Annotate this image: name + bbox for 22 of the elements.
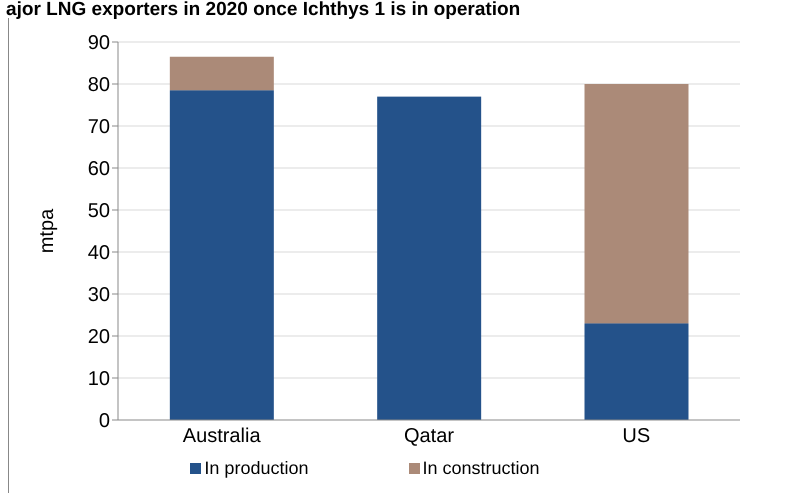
- y-tick-label: 50: [88, 200, 110, 222]
- x-tick-label: Australia: [182, 425, 262, 448]
- y-tick-label: 0: [98, 410, 110, 432]
- y-tick-label: 90: [88, 32, 110, 54]
- x-tick-label: Qatar: [404, 425, 454, 448]
- y-tick-label: 80: [88, 74, 110, 96]
- y-tick-label: 10: [88, 368, 110, 390]
- y-tick-label: 20: [88, 326, 110, 348]
- y-tick-label: 70: [88, 116, 110, 138]
- y-tick-label: 40: [88, 242, 110, 264]
- bar: [377, 96, 482, 420]
- bar: [170, 90, 274, 420]
- y-axis-title: mtpa: [36, 208, 58, 254]
- bar: [584, 323, 688, 420]
- chart-title: ajor LNG exporters in 2020 once Ichthys 1 is in operation: [6, 0, 520, 20]
- y-tick-label: 30: [88, 284, 110, 306]
- legend-label: In construction: [422, 458, 540, 479]
- bar: [584, 84, 688, 324]
- legend-label: In production: [203, 458, 308, 479]
- bar: [170, 56, 274, 90]
- x-tick-label: US: [622, 425, 650, 448]
- y-tick-label: 60: [88, 158, 110, 180]
